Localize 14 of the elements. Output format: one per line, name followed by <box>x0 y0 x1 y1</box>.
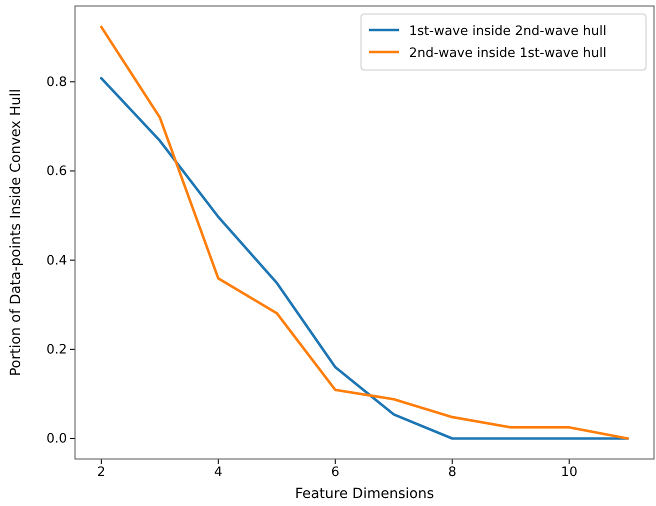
x-tick-label: 4 <box>214 465 222 480</box>
y-tick-label: 0.4 <box>46 253 67 268</box>
y-tick-label: 0.8 <box>46 74 67 90</box>
y-tick-label: 0.0 <box>46 432 67 447</box>
x-tick-label: 10 <box>560 465 578 480</box>
legend-label: 2nd-wave inside 1st-wave hull <box>409 46 606 61</box>
x-tick-label: 6 <box>331 465 340 480</box>
x-tick-label: 8 <box>448 465 456 480</box>
y-tick-label: 0.6 <box>46 164 67 180</box>
x-axis-title: Feature Dimensions <box>294 486 434 502</box>
y-tick-label: 0.2 <box>46 342 67 358</box>
y-axis-title: Portion of Data-points Inside Convex Hull <box>8 88 24 376</box>
x-tick-label: 2 <box>97 465 106 480</box>
legend-label: 1st-wave inside 2nd-wave hull <box>409 24 606 39</box>
